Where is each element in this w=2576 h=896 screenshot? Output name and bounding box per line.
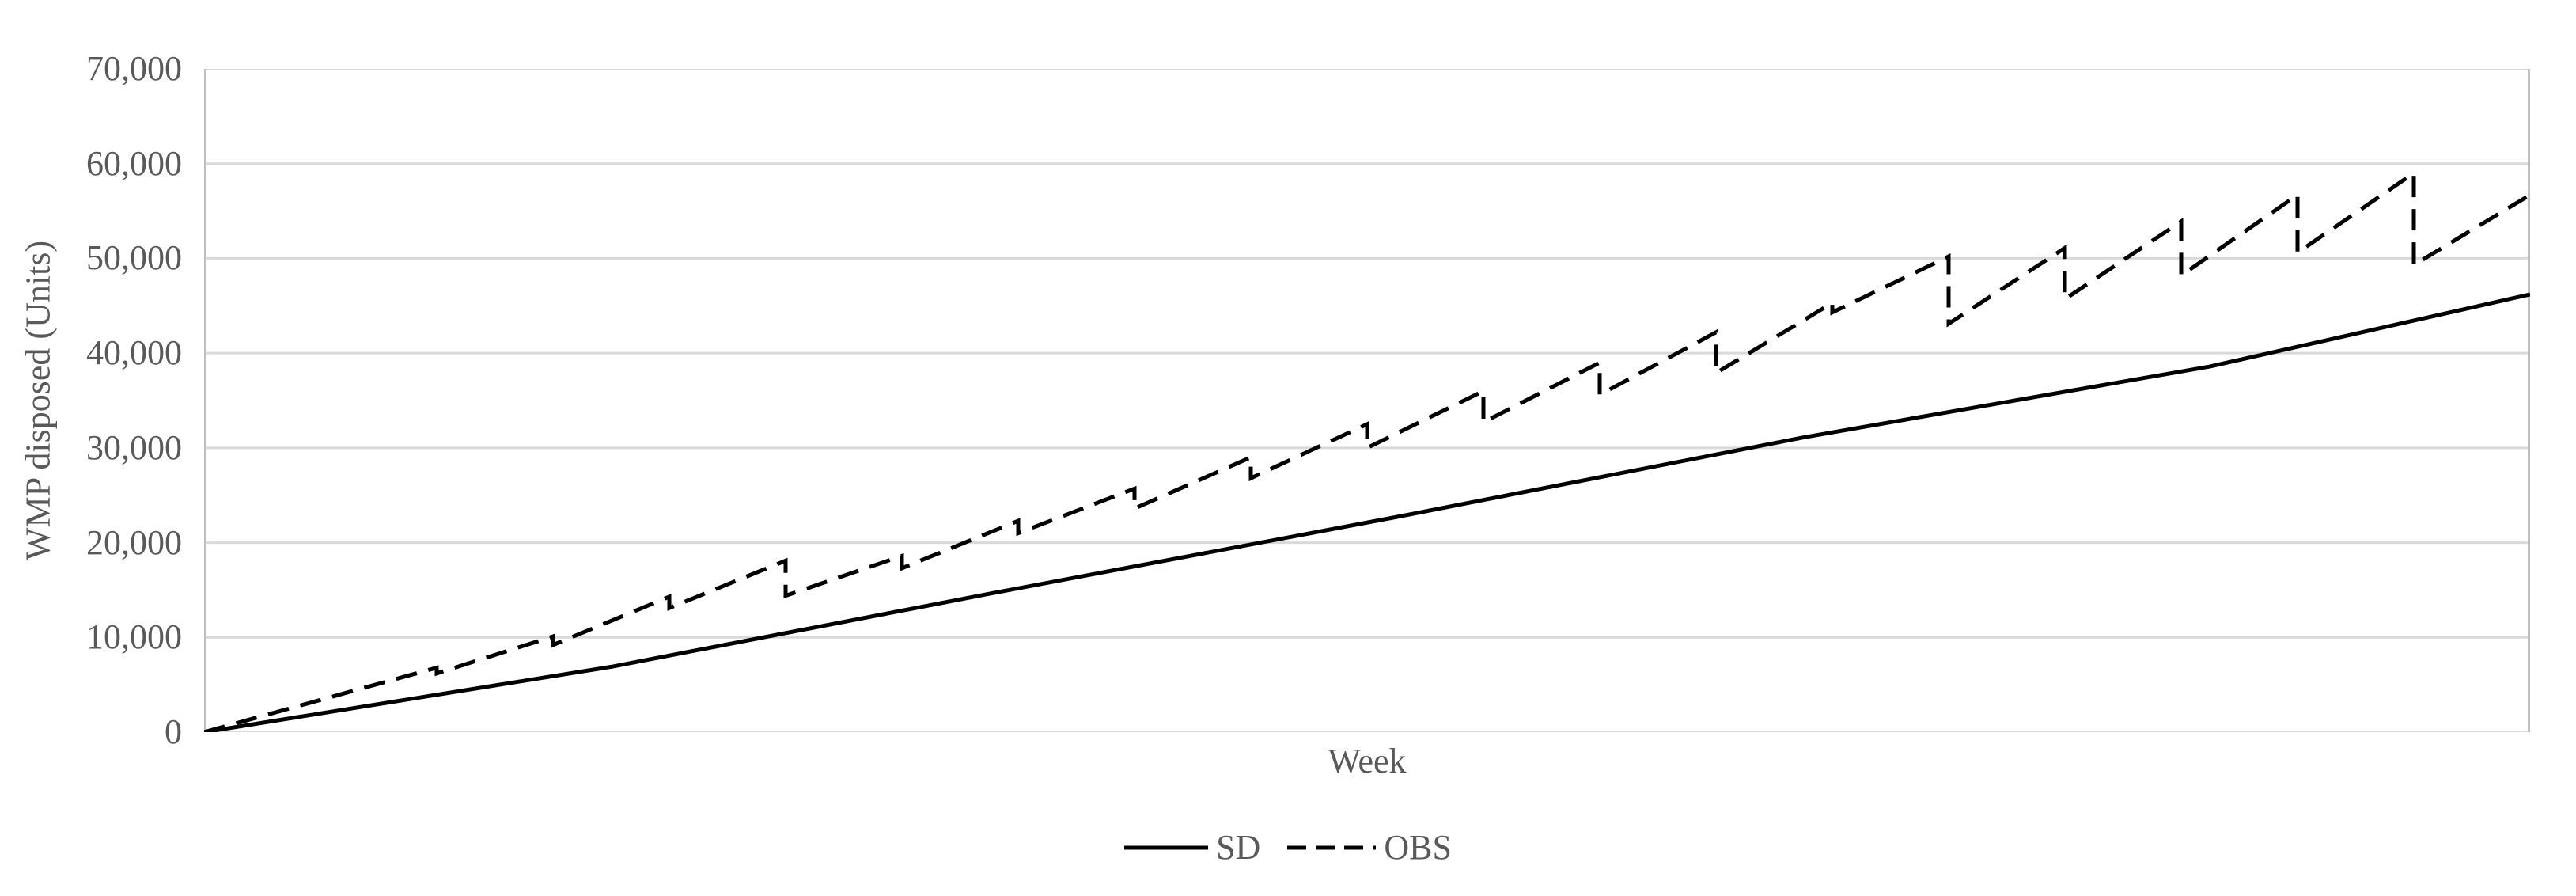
legend-label-sd: SD xyxy=(1216,828,1261,867)
plot-area xyxy=(204,69,2530,732)
y-tick-label: 70,000 xyxy=(86,49,182,88)
sd-solid-line-icon xyxy=(1124,845,1209,850)
legend: SD OBS xyxy=(0,825,2576,871)
y-tick-label: 60,000 xyxy=(86,143,182,183)
y-tick-label: 40,000 xyxy=(86,333,182,373)
legend-item-obs: OBS xyxy=(1287,825,1452,871)
y-tick-label: 30,000 xyxy=(86,427,182,467)
legend-item-sd: SD xyxy=(1124,825,1260,871)
legend-label-obs: OBS xyxy=(1384,828,1452,867)
obs-dashed-line-icon xyxy=(1287,845,1377,850)
x-axis-title: Week xyxy=(1328,742,1407,780)
series-line-obs xyxy=(204,169,2530,732)
y-tick-label: 50,000 xyxy=(86,238,182,278)
y-tick-label: 10,000 xyxy=(86,617,182,657)
series-line-sd xyxy=(204,292,2530,732)
y-tick-label: 0 xyxy=(165,712,182,751)
y-axis-title: WMP disposed (Units) xyxy=(18,240,58,561)
y-tick-label: 20,000 xyxy=(86,522,182,562)
